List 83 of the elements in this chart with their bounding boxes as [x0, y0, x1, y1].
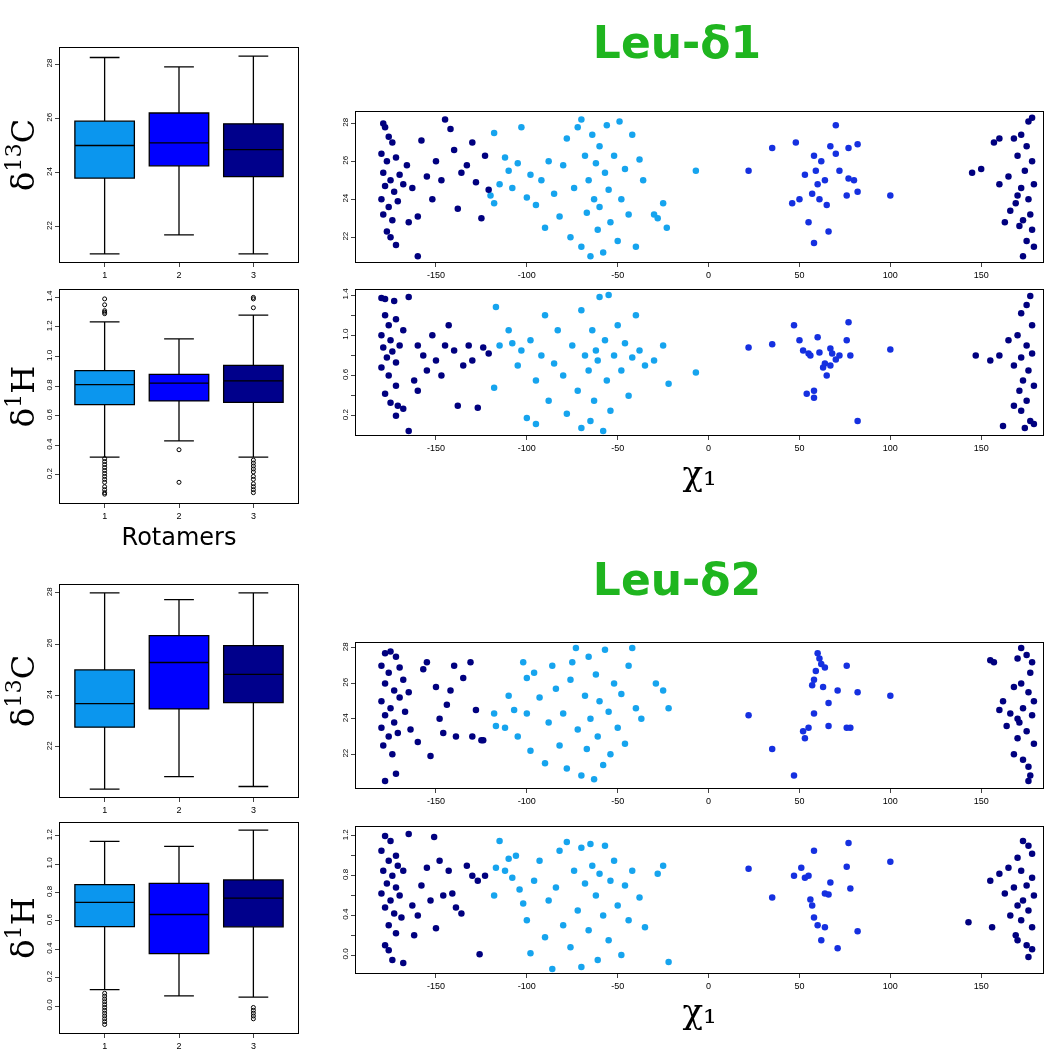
x-tick-label: 2 — [176, 510, 182, 521]
y-tick-label: 0.6 — [44, 913, 54, 926]
x-axis-title: χ₁ — [682, 990, 717, 1031]
y-tick-label: 28 — [340, 641, 350, 652]
y-tick-label: 26 — [340, 677, 350, 687]
y-tick-label: 24 — [44, 689, 54, 699]
x-tick-label: 3 — [250, 1040, 256, 1051]
x-tick-label: -100 — [517, 980, 536, 991]
x-axis-title: Rotamers — [121, 523, 237, 552]
y-tick-label: 1.2 — [340, 828, 350, 841]
y-tick-label: 0.4 — [44, 438, 54, 450]
x-tick-label: 50 — [794, 980, 805, 991]
x-tick-label: 150 — [973, 980, 989, 991]
y-tick-label: 0.0 — [340, 947, 350, 960]
y-tick-label: 1.0 — [44, 856, 54, 869]
x-tick-label: 100 — [882, 795, 898, 806]
x-tick-label: 100 — [882, 442, 898, 453]
y-tick-label: 26 — [44, 638, 54, 648]
y-tick-label: 0.2 — [44, 467, 54, 480]
y-tick-label: 1.4 — [340, 287, 350, 300]
y-tick-label: 0.8 — [340, 868, 350, 881]
x-tick-label: 2 — [176, 269, 182, 280]
y-tick-label: 24 — [340, 193, 350, 203]
x-tick-label: -50 — [611, 269, 625, 280]
y-tick-label: 0.8 — [44, 885, 54, 897]
x-tick-label: -100 — [517, 442, 536, 453]
x-tick-label: -150 — [426, 269, 445, 280]
x-tick-label: 0 — [706, 269, 712, 280]
x-tick-label: 3 — [250, 804, 256, 815]
x-tick-label: 150 — [973, 269, 989, 280]
x-tick-label: -100 — [517, 269, 536, 280]
x-tick-label: 2 — [176, 1040, 182, 1051]
y-tick-label: 26 — [44, 112, 54, 122]
y-tick-label: 1.0 — [44, 349, 54, 361]
y-tick-label: 0.2 — [44, 970, 54, 983]
x-tick-label: 150 — [973, 795, 989, 806]
x-tick-label: -150 — [426, 442, 445, 453]
y-tick-label: 0.6 — [44, 408, 54, 421]
x-tick-label: 100 — [882, 980, 898, 991]
y-tick-label: 24 — [44, 166, 54, 176]
x-tick-label: -100 — [517, 795, 536, 806]
y-tick-label: 22 — [340, 748, 350, 758]
x-tick-label: -50 — [611, 795, 625, 806]
y-tick-label: 22 — [340, 231, 350, 241]
x-tick-label: 3 — [250, 510, 256, 521]
y-tick-label: 28 — [340, 117, 350, 127]
y-tick-label: 1.0 — [340, 328, 350, 340]
x-tick-label: 50 — [794, 269, 805, 280]
y-tick-label: 0.4 — [340, 908, 350, 920]
chart-title: Leu-δ1 — [592, 16, 762, 68]
y-tick-label: 28 — [44, 58, 54, 68]
y-tick-label: 1.2 — [44, 828, 54, 841]
y-tick-label: 0.4 — [44, 941, 54, 954]
x-tick-label: 50 — [794, 795, 805, 806]
y-tick-label: 22 — [44, 220, 54, 231]
x-tick-label: 0 — [706, 442, 712, 453]
y-tick-label: 24 — [340, 712, 350, 723]
x-tick-label: -50 — [611, 442, 625, 453]
y-tick-label: 0.6 — [340, 368, 350, 380]
y-tick-label: 0.8 — [44, 378, 54, 391]
y-tick-label: 22 — [44, 740, 54, 751]
x-tick-label: 3 — [250, 269, 256, 280]
x-tick-label: 50 — [794, 442, 805, 453]
y-tick-label: 1.4 — [44, 290, 54, 302]
x-tick-label: -150 — [426, 795, 445, 806]
chart-title: Leu-δ2 — [592, 553, 762, 605]
x-tick-label: 100 — [882, 269, 898, 280]
y-tick-label: 28 — [44, 586, 54, 597]
x-tick-label: 1 — [102, 804, 108, 815]
x-tick-label: 150 — [973, 442, 989, 453]
x-tick-label: 0 — [706, 980, 712, 991]
y-tick-label: 1.2 — [44, 319, 54, 332]
y-tick-label: 0.0 — [44, 998, 54, 1011]
y-tick-label: 0.2 — [340, 408, 350, 421]
y-tick-label: 26 — [340, 155, 350, 165]
x-axis-title: χ₁ — [682, 452, 717, 493]
x-tick-label: 2 — [176, 804, 182, 815]
x-tick-label: 0 — [706, 795, 712, 806]
x-tick-label: 1 — [102, 1040, 108, 1051]
x-tick-label: 1 — [102, 510, 108, 521]
x-tick-label: 1 — [102, 269, 108, 280]
x-tick-label: -150 — [426, 980, 445, 991]
x-tick-label: -50 — [611, 980, 625, 991]
